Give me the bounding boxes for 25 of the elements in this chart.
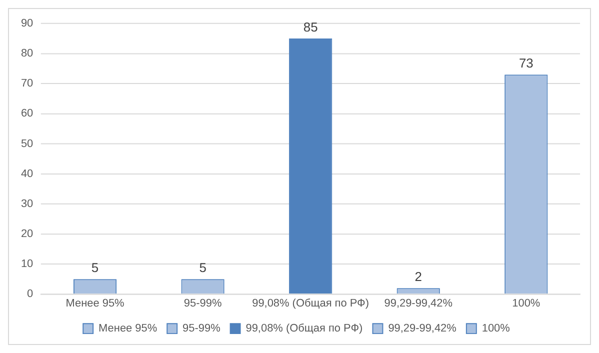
legend-label: 99,29-99,42%: [388, 322, 457, 335]
x-tick-label: 99,08% (Общая по РФ): [252, 298, 370, 310]
legend-label: 99,08% (Общая по РФ): [246, 322, 363, 335]
y-tick-label: 0: [27, 288, 34, 300]
x-tick-label: 99,29-99,42%: [384, 298, 453, 310]
y-tick-label: 90: [20, 18, 34, 30]
y-tick-label: 80: [20, 48, 34, 60]
data-label: 5: [91, 260, 99, 276]
legend-label: 100%: [482, 322, 510, 335]
x-tick-label: 95-99%: [184, 298, 222, 310]
legend-label: 95-99%: [182, 322, 221, 335]
data-label: 2: [414, 269, 422, 284]
y-tick-label: 40: [20, 168, 34, 180]
y-tick-label: 70: [20, 78, 34, 90]
data-label: 85: [303, 20, 318, 35]
data-label: 5: [199, 260, 206, 276]
y-tick-label: 30: [20, 198, 34, 210]
x-tick-label: Менее 95%: [66, 298, 125, 310]
y-tick-label: 50: [20, 138, 34, 150]
y-tick-label: 60: [20, 108, 34, 120]
data-label: 73: [518, 56, 534, 71]
y-tick-label: 10: [20, 258, 34, 270]
legend-label: Менее 95%: [98, 322, 158, 335]
y-tick-label: 20: [20, 228, 34, 240]
x-tick-label: 100%: [512, 298, 540, 310]
